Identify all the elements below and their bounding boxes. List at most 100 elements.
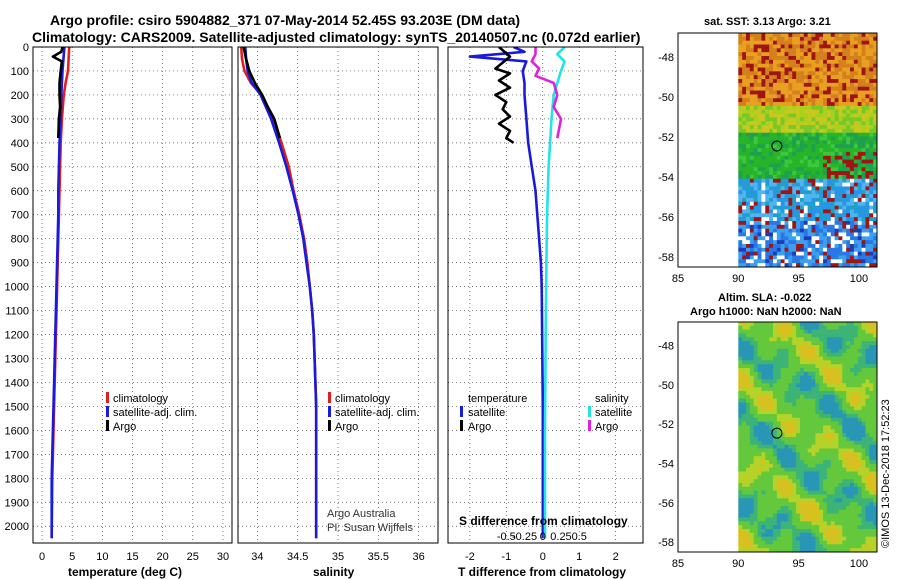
legend-swatch-argo [106,420,109,431]
map-cell [811,205,816,210]
map-cell [834,322,839,327]
map-cell [742,398,747,403]
map-cell [780,333,785,338]
map-cell [865,444,870,449]
map-cell [769,368,774,373]
map-cell [857,429,862,434]
map-cell [772,201,778,207]
map-cell [857,52,862,57]
map-cell [873,360,878,365]
map-cell [834,132,839,137]
map-cell [772,56,778,61]
map-cell [850,387,855,392]
map-cell [834,105,839,111]
map-cell [838,498,843,503]
map-cell [792,387,797,392]
map-cell [853,486,859,492]
map-cell [776,375,782,380]
map-cell [869,325,874,331]
lon-tick-label: 100 [850,558,868,570]
map-cell [865,201,870,207]
map-cell [850,71,855,76]
map-cell [807,86,812,91]
map-cell [869,224,874,230]
map-cell [746,506,751,511]
map-cell [865,102,870,107]
map-cell [823,440,828,446]
map-cell [842,467,847,472]
map-cell [838,159,843,164]
map-cell [765,117,770,122]
depth-tick-label: 800 [11,234,29,246]
map-cell [846,144,851,149]
map-cell [757,201,762,207]
map-cell [772,322,778,327]
map-cell [873,337,878,342]
map-cell [761,171,766,176]
map-cell [769,525,774,530]
map-cell [830,186,836,191]
lat-tick-label: -52 [658,419,674,431]
map-cell [738,483,743,488]
map-cell [838,532,843,538]
map-cell [853,360,859,365]
map-cell [784,79,789,84]
map-cell [761,209,766,214]
map-cell [742,348,747,354]
map-cell [742,429,747,434]
map-cell [765,220,770,226]
map-cell [803,517,809,522]
map-cell [865,356,870,361]
map-cell [861,33,866,38]
map-cell [853,452,859,457]
map-cell [819,186,824,191]
map-cell [834,251,839,256]
map-cell [780,44,785,49]
map-cell [746,536,751,541]
map-cell [749,356,755,361]
map-cell [819,444,824,449]
map-cell [865,255,870,260]
map-cell [830,475,836,480]
map-cell [796,513,801,518]
map-cell [826,259,832,264]
map-cell [784,44,789,49]
map-cell [788,209,793,214]
map-cell [780,486,785,492]
map-cell [788,375,793,380]
map-cell [865,171,870,176]
map-cell [811,532,816,538]
map-cell [757,486,762,492]
map-cell [861,475,866,480]
map-cell [815,417,820,423]
map-cell [772,36,778,42]
map-cell [784,414,789,419]
map-cell [738,79,743,84]
map-cell [742,148,747,153]
map-cell [749,410,755,415]
map-cell [842,263,847,268]
map-cell [803,151,809,157]
legend-title-temperature: temperature [468,393,527,405]
map-cell [869,232,874,237]
map-cell [765,322,770,327]
map-cell [780,352,785,357]
map-cell [815,414,820,419]
map-cell [865,40,870,45]
map-cell [807,452,812,457]
map-cell [846,437,851,442]
map-cell [819,105,824,111]
map-cell [826,417,832,423]
map-cell [757,255,762,260]
map-cell [857,255,862,260]
map-cell [838,417,843,423]
map-cell [811,463,816,469]
map-cell [850,371,855,377]
map-cell [765,364,770,369]
map-cell [838,333,843,338]
map-cell [807,494,812,499]
map-cell [772,167,778,172]
map-cell [850,368,855,373]
map-cell [772,247,778,253]
map-cell [803,105,809,111]
